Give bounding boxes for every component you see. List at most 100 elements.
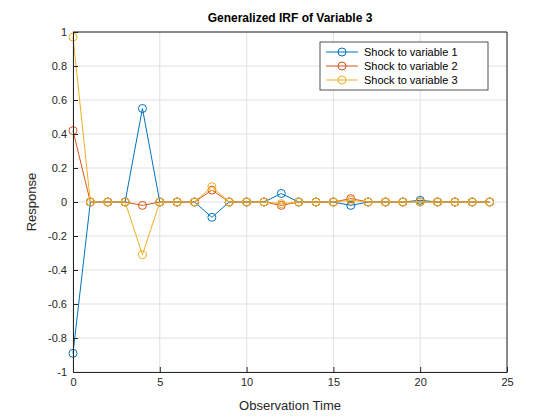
grid-line-y [73, 100, 507, 101]
tick: 15 [328, 367, 340, 388]
tick: 0.8 [52, 60, 78, 72]
tick: -0.2 [48, 230, 78, 242]
legend-line [326, 66, 358, 67]
marker [138, 105, 146, 113]
tick-mark [73, 372, 78, 373]
tick-mark [420, 367, 421, 372]
tick: 0.2 [52, 162, 78, 174]
x-axis-title: Observation Time [239, 398, 341, 413]
grid-line-y [73, 32, 507, 33]
series-markers [69, 127, 494, 210]
tick-mark [73, 270, 78, 271]
grid-line-y [73, 338, 507, 339]
title: Generalized IRF of Variable 3 [208, 11, 373, 25]
series-line [73, 131, 490, 206]
marker [138, 201, 146, 209]
marker [347, 196, 355, 204]
marker [416, 198, 424, 206]
legend-line [326, 80, 358, 81]
marker [329, 198, 337, 206]
marker [104, 198, 112, 206]
marker [208, 213, 216, 221]
legend-marker [338, 48, 346, 56]
marks [69, 33, 494, 357]
grid-line-y [73, 168, 507, 169]
legend-label: Shock to variable 3 [364, 74, 458, 86]
axis-line [74, 372, 508, 373]
tick-label: 0.4 [52, 128, 67, 140]
marker [381, 198, 389, 206]
tick-label: 1 [61, 26, 67, 38]
tick: 10 [241, 367, 253, 388]
tick-label: 0.6 [52, 94, 67, 106]
legend-box [320, 42, 488, 90]
plot-background [73, 32, 507, 372]
marker [208, 183, 216, 191]
grid-line-y [73, 372, 507, 373]
grid-line-x [507, 32, 508, 372]
legend: Shock to variable 1 Shock to variable 2 Sh… [320, 42, 488, 90]
tick-mark [73, 338, 78, 339]
legend-marker [338, 76, 346, 84]
tick-label: 0.2 [52, 162, 67, 174]
tick-mark [73, 202, 78, 203]
marker [156, 198, 164, 206]
tick-label: 0 [70, 376, 76, 388]
tick: -0.8 [48, 332, 78, 344]
marker [86, 198, 94, 206]
tick-label: -1 [57, 366, 67, 378]
marker [468, 198, 476, 206]
tick: -1 [57, 366, 78, 378]
legend-marker [338, 62, 346, 70]
tick: 0 [61, 196, 78, 208]
tick-label: 0.8 [52, 60, 67, 72]
tick-mark [247, 367, 248, 372]
marker [225, 198, 233, 206]
x-axis: 0 5 10 15 20 25 [70, 367, 513, 388]
tick-mark [73, 168, 78, 169]
marker [312, 198, 320, 206]
tick-mark [73, 304, 78, 305]
marker [277, 200, 285, 208]
marker [173, 198, 181, 206]
series-line [73, 109, 490, 354]
marker [243, 198, 251, 206]
legend-label: Shock to variable 2 [364, 60, 458, 72]
marker [486, 198, 494, 206]
marker [121, 198, 129, 206]
marker [191, 198, 199, 206]
tick: 0.6 [52, 94, 78, 106]
frame [507, 32, 508, 372]
y-axis: -1 -0.8 -0.6 -0.4 -0.2 0 0.2 0.4 0.6 0.8 1 [48, 26, 78, 378]
tick-label: 5 [157, 376, 163, 388]
grid-line-y [73, 236, 507, 237]
series-markers [69, 105, 494, 358]
marker [399, 198, 407, 206]
tick-label: 25 [501, 376, 513, 388]
grid [73, 32, 507, 372]
tick-label: -0.4 [48, 264, 67, 276]
tick: 0.4 [52, 128, 78, 140]
y-axis-title: Response [24, 173, 39, 232]
tick: -0.6 [48, 298, 78, 310]
tick-mark [160, 367, 161, 372]
grid-line-y [73, 270, 507, 271]
tick-label: 20 [415, 376, 427, 388]
legend-label: Shock to variable 1 [364, 46, 458, 58]
grid-line-y [73, 304, 507, 305]
tick-mark [73, 66, 78, 67]
series-markers [69, 33, 494, 259]
tick-mark [73, 100, 78, 101]
tick: -0.4 [48, 264, 78, 276]
marker [260, 198, 268, 206]
marker [451, 198, 459, 206]
tick-label: -0.2 [48, 230, 67, 242]
tick-label: -0.8 [48, 332, 67, 344]
tick-label: 0 [61, 196, 67, 208]
marker [138, 251, 146, 259]
tick-mark [73, 134, 78, 135]
tick-label: 10 [241, 376, 253, 388]
marker [277, 190, 285, 198]
frame [73, 32, 507, 33]
tick-mark [73, 236, 78, 237]
